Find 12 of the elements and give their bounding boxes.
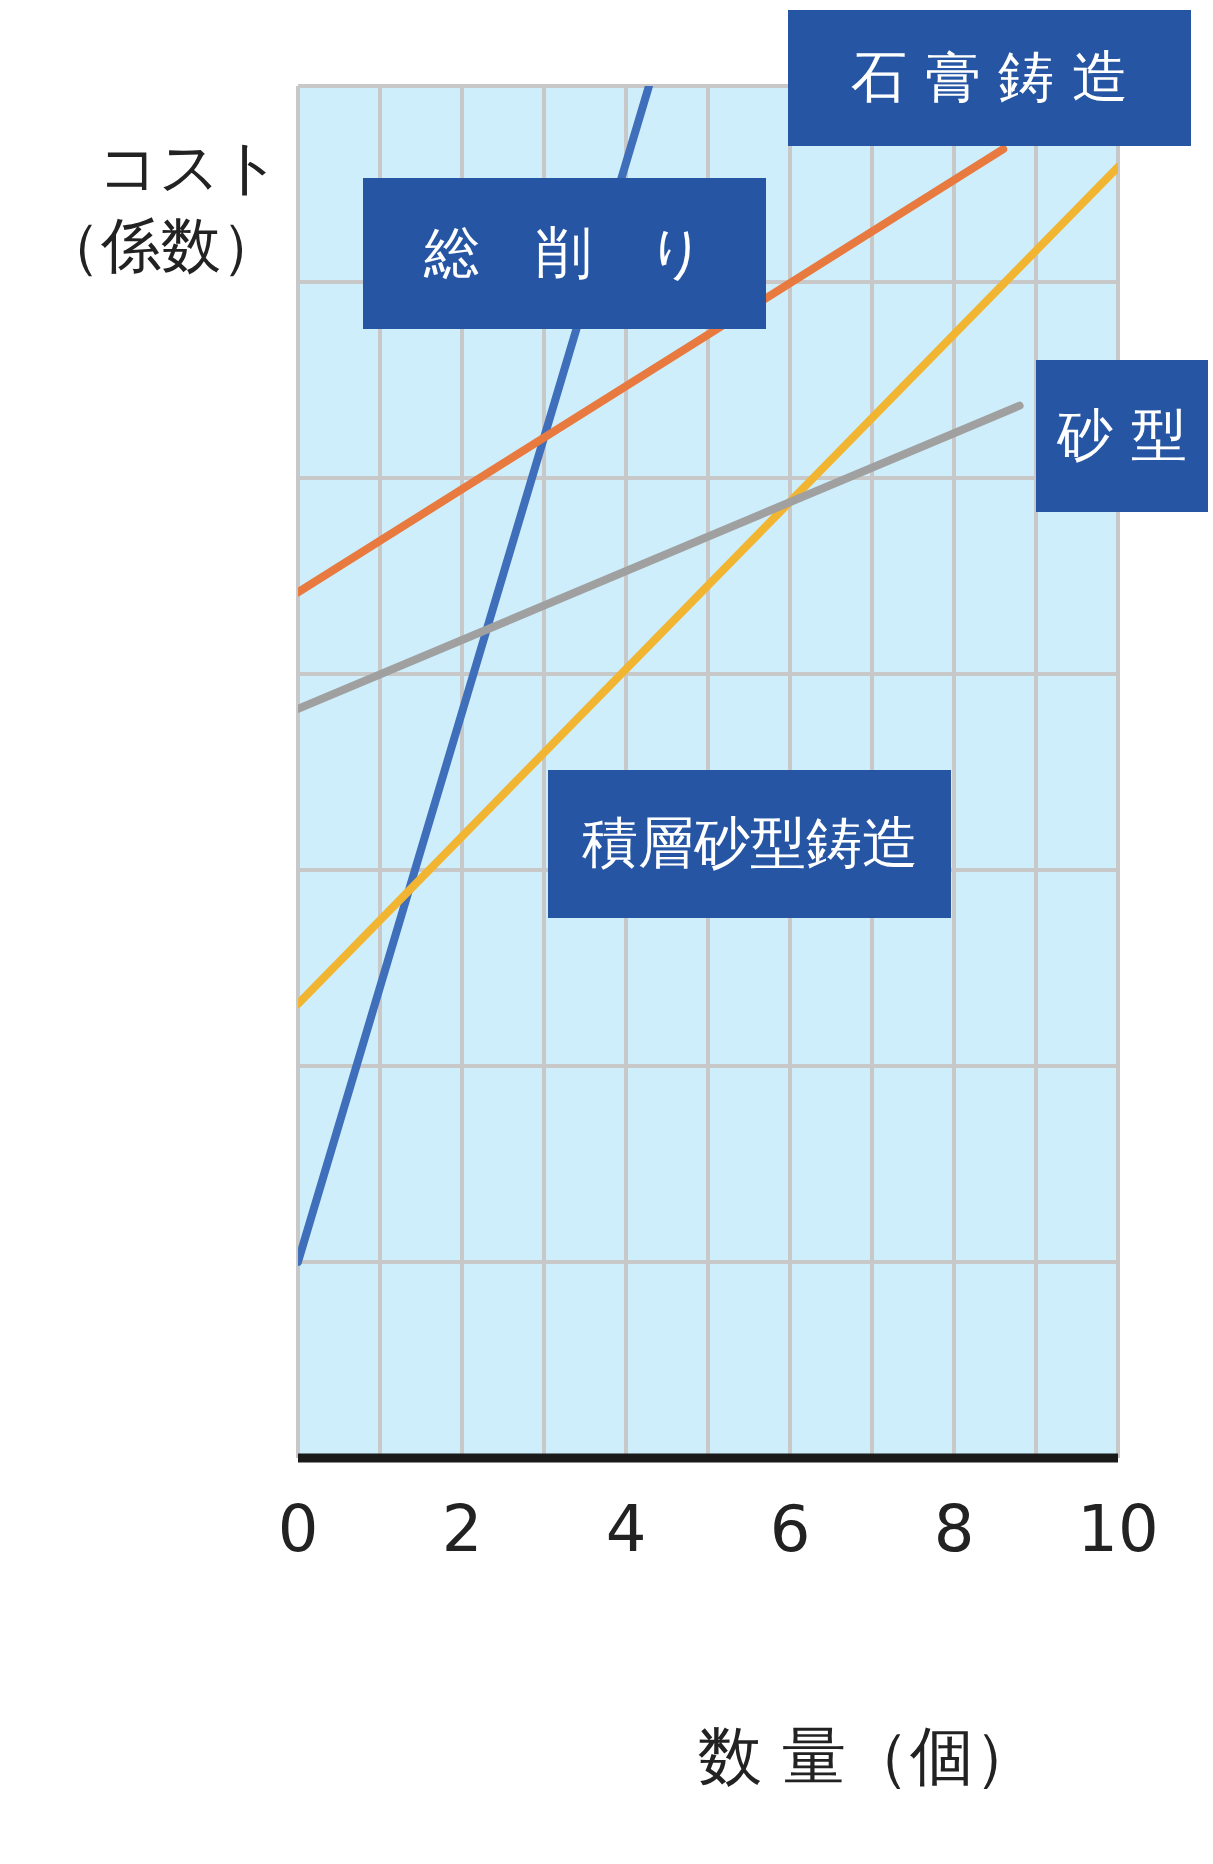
series-label: 総 削 り [363, 178, 766, 329]
x-tick-label: 6 [769, 1492, 811, 1567]
x-tick-label: 8 [933, 1492, 975, 1567]
x-tick-label: 0 [277, 1492, 319, 1567]
x-axis-title: 数 量（個） [698, 1718, 1039, 1795]
x-tick-label: 2 [441, 1492, 483, 1567]
y-axis-title: コスト（係数） [40, 131, 281, 282]
series-label: 砂 型 [1036, 360, 1208, 512]
series-label: 積層砂型鋳造 [548, 770, 951, 918]
x-tick-label: 4 [605, 1492, 647, 1567]
series-label: 石 膏 鋳 造 [788, 10, 1191, 146]
x-tick-label: 10 [1077, 1492, 1159, 1567]
